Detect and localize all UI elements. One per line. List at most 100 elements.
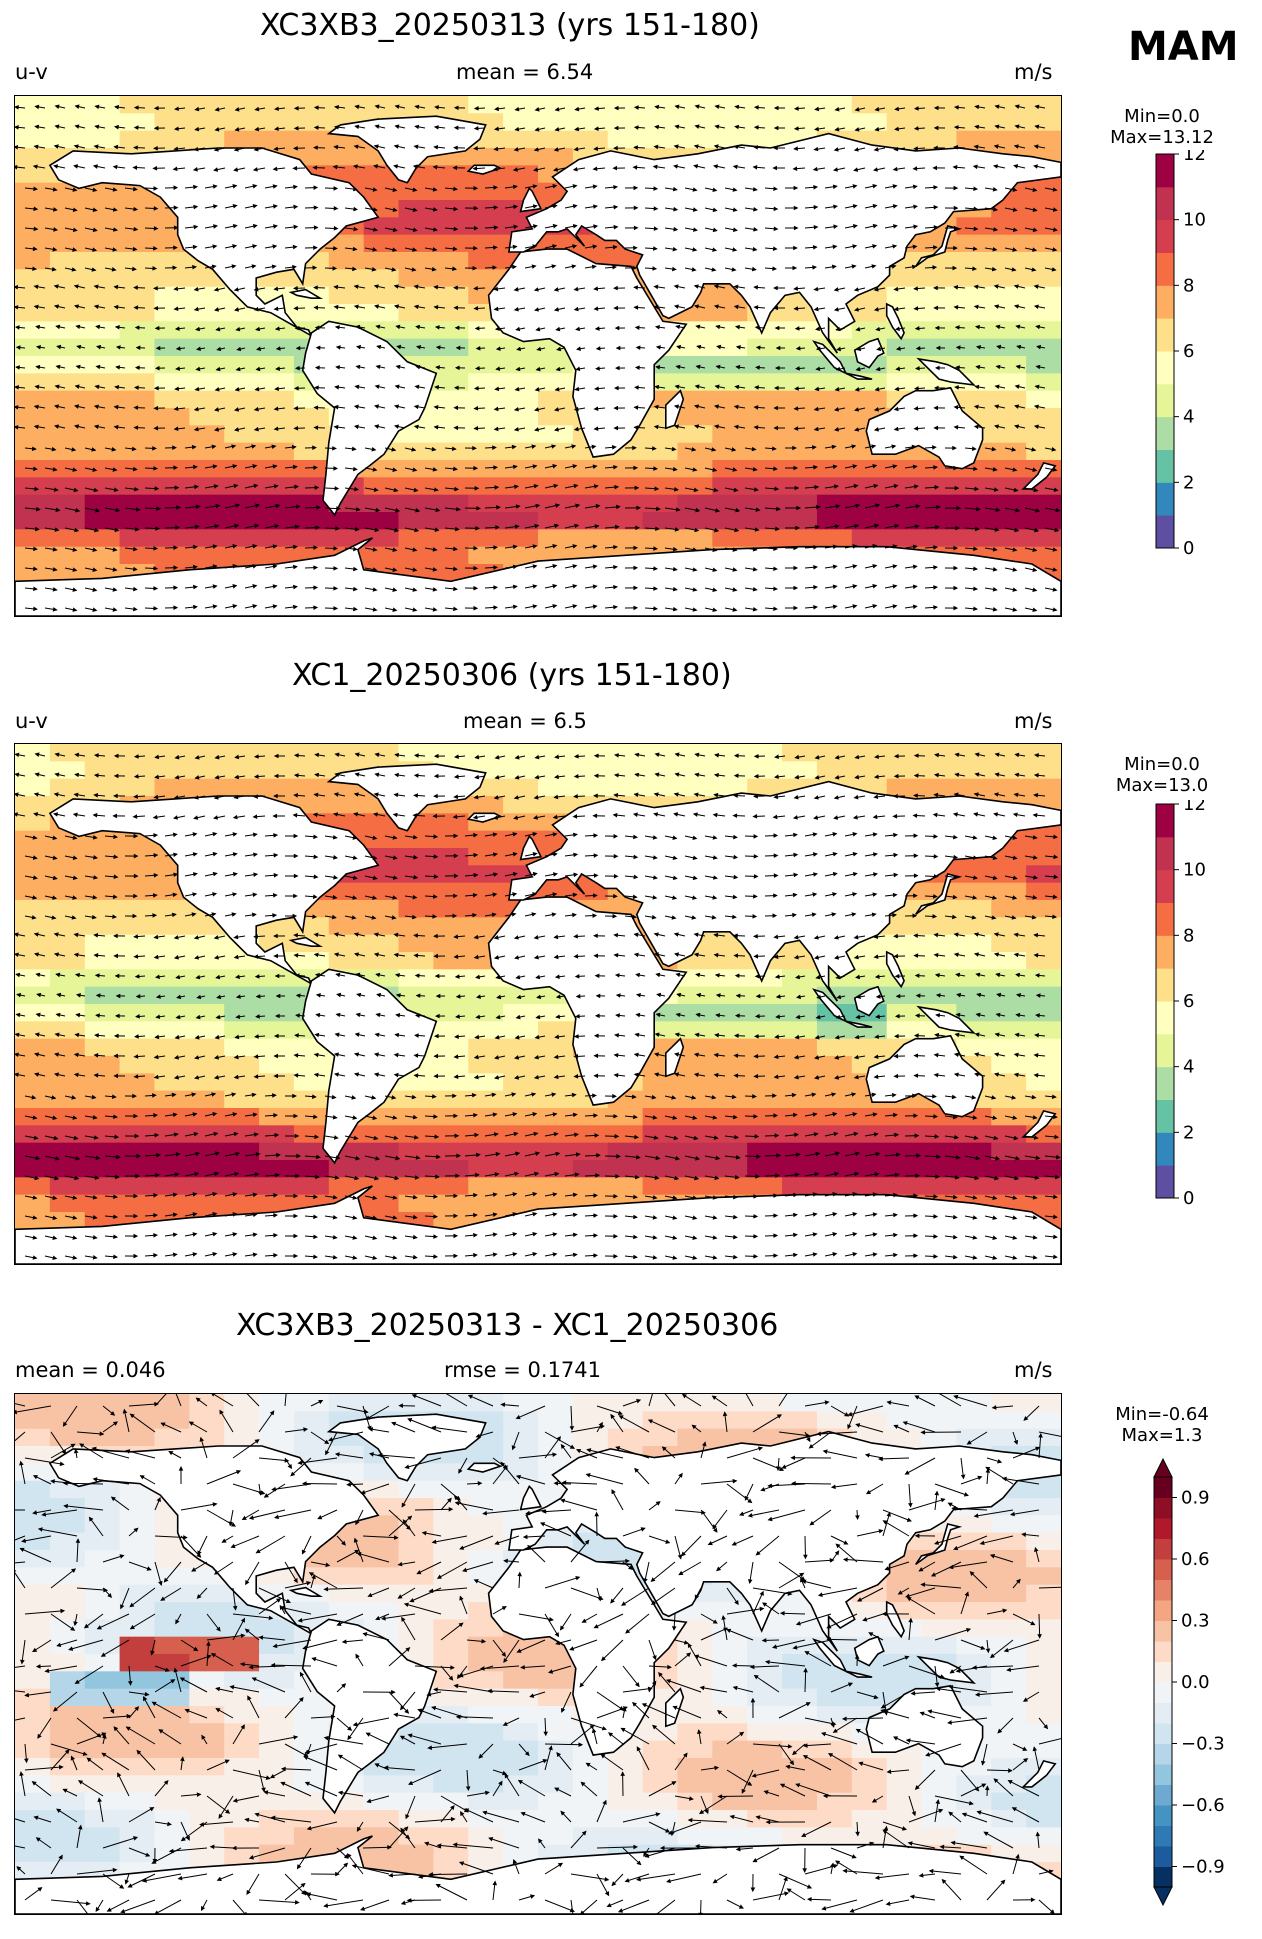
field-cell bbox=[712, 494, 748, 513]
wind-arrow-head bbox=[412, 547, 418, 552]
wind-arrow-head bbox=[694, 527, 700, 533]
wind-arrow-head bbox=[133, 385, 139, 391]
wind-arrow-head bbox=[213, 147, 219, 152]
field-cell bbox=[259, 390, 295, 409]
field-cell bbox=[886, 96, 923, 114]
wind-arrow-head bbox=[15, 105, 19, 110]
wind-arrow-head bbox=[74, 304, 79, 309]
field-cell bbox=[259, 512, 295, 530]
wind-vectors bbox=[15, 752, 1061, 1261]
field-cell bbox=[433, 1038, 469, 1057]
field-cell bbox=[1026, 408, 1061, 426]
field-cell bbox=[433, 442, 469, 461]
field-cell bbox=[398, 934, 434, 953]
wind-arrow-head bbox=[133, 305, 139, 310]
wind-arrow-head bbox=[953, 145, 959, 150]
wind-arrow-head bbox=[114, 384, 120, 390]
wind-arrow-head bbox=[531, 264, 537, 269]
wind-arrow-head bbox=[552, 544, 558, 549]
wind-arrow-head bbox=[1012, 587, 1018, 592]
wind-arrow-head bbox=[272, 204, 278, 209]
wind-arrow-head bbox=[15, 752, 20, 758]
wind-arrow-head bbox=[411, 447, 417, 452]
wind-arrow-head bbox=[773, 466, 778, 471]
wind-arrow-head bbox=[773, 206, 779, 212]
wind-arrow-head bbox=[433, 144, 439, 150]
field-cell bbox=[468, 96, 504, 114]
wind-arrow-head bbox=[734, 384, 740, 390]
field-cell bbox=[84, 356, 121, 374]
field-cell bbox=[712, 778, 748, 797]
wind-arrow-head bbox=[451, 446, 457, 452]
field-cell bbox=[538, 1090, 574, 1109]
field-cell bbox=[154, 494, 190, 513]
field-cell bbox=[712, 969, 748, 988]
wind-arrow-head bbox=[334, 384, 340, 390]
field-cell bbox=[921, 113, 957, 132]
wind-arrow-head bbox=[812, 265, 817, 270]
wind-arrow-head bbox=[213, 224, 218, 229]
wind-arrow-head bbox=[534, 127, 540, 132]
wind-arrow-head bbox=[493, 545, 499, 550]
wind-arrow-head bbox=[93, 424, 99, 430]
field-cell bbox=[154, 917, 190, 936]
field-cell bbox=[1026, 113, 1061, 132]
wind-arrow-head bbox=[433, 404, 439, 410]
wind-arrow-head bbox=[133, 105, 139, 110]
wind-arrow-head bbox=[33, 304, 39, 310]
field-cell bbox=[84, 1090, 121, 1109]
field-cell bbox=[154, 1108, 190, 1126]
field-cell bbox=[15, 1090, 51, 1109]
wind-arrow-head bbox=[173, 465, 179, 471]
field-cell bbox=[84, 934, 121, 953]
field-cell bbox=[642, 130, 679, 149]
field-cell bbox=[293, 96, 330, 114]
wind-arrow-head bbox=[913, 306, 919, 311]
wind-arrow-head bbox=[854, 523, 860, 529]
wind-arrow-head bbox=[293, 305, 299, 311]
field-cell bbox=[572, 1125, 609, 1144]
field-cell bbox=[328, 1177, 365, 1196]
field-cell bbox=[154, 1004, 190, 1022]
field-cell bbox=[224, 1021, 260, 1040]
field-cell bbox=[921, 529, 957, 548]
wind-arrow-head bbox=[192, 564, 198, 570]
wind-arrow-head bbox=[295, 345, 301, 351]
field-cell bbox=[572, 1108, 609, 1126]
field-cell bbox=[49, 865, 86, 884]
wind-arrow-head bbox=[872, 814, 878, 820]
wind-arrow-head bbox=[372, 567, 378, 572]
wind-arrow-head bbox=[773, 546, 779, 551]
wind-arrow-head bbox=[314, 485, 320, 490]
wind-arrow-head bbox=[693, 144, 699, 149]
wind-arrow-head bbox=[71, 267, 77, 272]
wind-arrow-head bbox=[34, 124, 40, 130]
wind-arrow-head bbox=[773, 425, 778, 431]
wind-arrow-head bbox=[673, 792, 679, 797]
field-cell bbox=[851, 1142, 888, 1161]
field-cell bbox=[572, 744, 609, 762]
wind-arrow-head bbox=[233, 287, 239, 292]
field-cell bbox=[15, 356, 51, 374]
wind-arrow-head bbox=[95, 324, 101, 330]
field-cell bbox=[607, 744, 644, 762]
field-cell bbox=[49, 390, 86, 409]
field-cell bbox=[84, 460, 121, 478]
wind-arrow-head bbox=[473, 225, 479, 231]
field-cell bbox=[503, 425, 539, 444]
field-cell bbox=[154, 761, 190, 780]
wind-arrow-head bbox=[453, 754, 459, 759]
wind-arrow-head bbox=[535, 503, 541, 509]
wind-arrow-head bbox=[675, 324, 681, 330]
field-cell bbox=[712, 744, 748, 762]
wind-arrow-head bbox=[113, 487, 119, 492]
field-cell bbox=[363, 96, 400, 114]
wind-arrow-head bbox=[991, 266, 997, 272]
wind-arrow-head bbox=[914, 524, 920, 529]
field-cell bbox=[538, 1021, 574, 1040]
wind-arrow-head bbox=[1052, 187, 1058, 192]
wind-arrow-head bbox=[232, 464, 238, 469]
wind-arrow-head bbox=[352, 546, 358, 552]
wind-arrow-head bbox=[1052, 587, 1058, 592]
field-cell bbox=[49, 1212, 86, 1230]
